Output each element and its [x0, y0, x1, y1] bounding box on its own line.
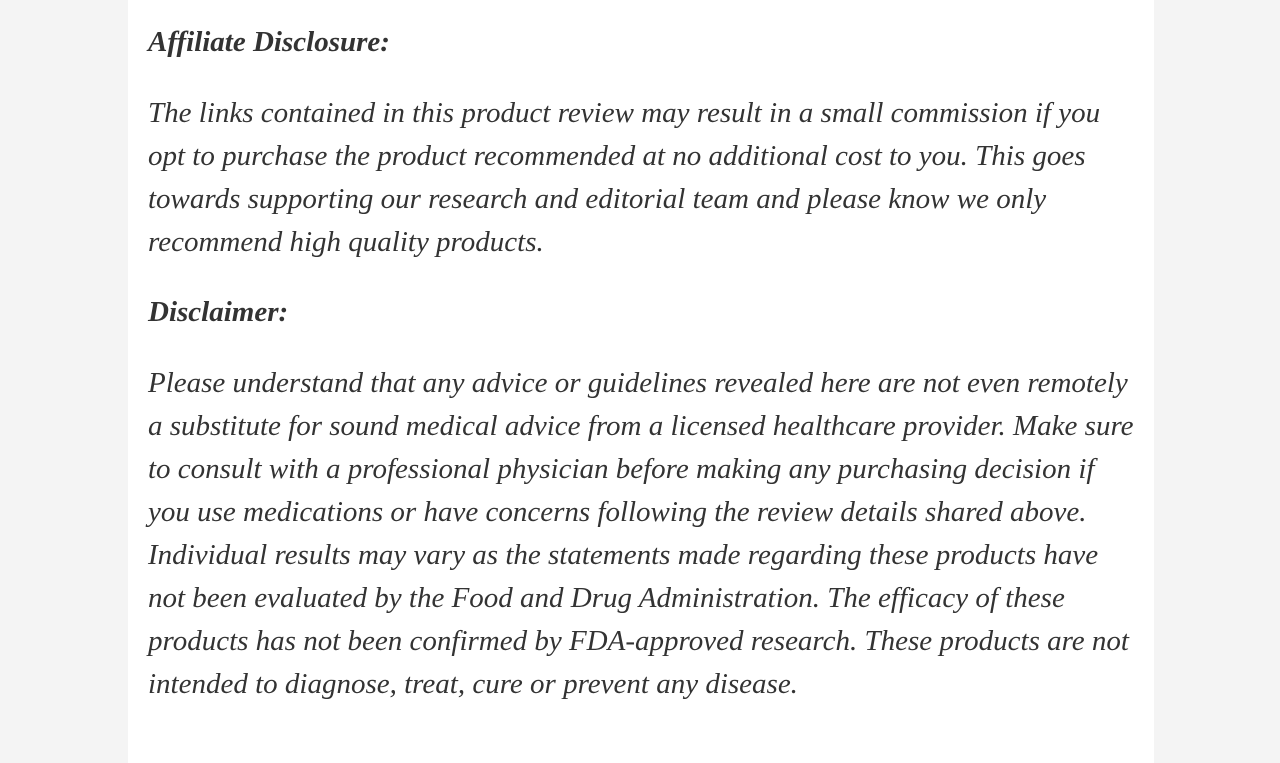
affiliate-disclosure-paragraph: The links contained in this product revi… — [148, 97, 1101, 258]
article-content: Affiliate Disclosure: The links containe… — [128, 0, 1154, 763]
affiliate-disclosure-heading: Affiliate Disclosure: — [148, 26, 390, 58]
disclaimer-heading: Disclaimer: — [148, 296, 289, 328]
disclaimer-paragraph: Please understand that any advice or gui… — [148, 367, 1134, 700]
